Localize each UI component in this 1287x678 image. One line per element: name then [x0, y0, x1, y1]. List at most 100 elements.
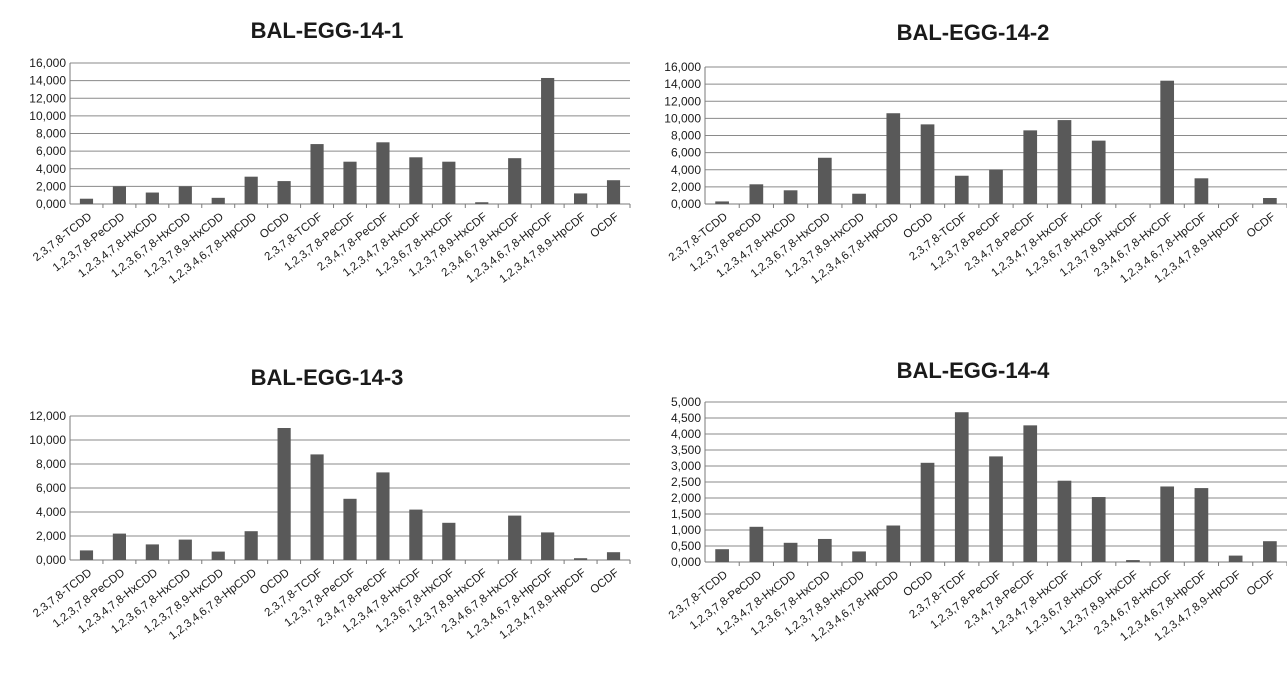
- bar: [1023, 130, 1038, 204]
- y-tick-label: 10,000: [664, 111, 701, 125]
- y-tick-label: 14,000: [29, 74, 66, 88]
- y-tick-label: 4,000: [36, 505, 66, 519]
- y-tick-label: 0,000: [671, 555, 701, 569]
- y-tick-label: 12,000: [29, 91, 66, 105]
- bar: [442, 522, 456, 560]
- bar: [1194, 488, 1209, 562]
- y-tick-label: 0,500: [671, 539, 701, 553]
- bar: [1263, 198, 1277, 204]
- bar: [574, 193, 588, 204]
- y-tick-label: 4,000: [671, 163, 701, 177]
- bar: [920, 462, 935, 562]
- chart-panel-1: BAL-EGG-14-1 0,000 2,000 4,000 6,000 8,000 10…: [29, 18, 631, 286]
- y-tick-label: 10,000: [29, 109, 66, 123]
- bar: [1091, 497, 1106, 562]
- chart-panel-4: BAL-EGG-14-4 0,000 0,500 1,000 1,500 2,000 2,…: [667, 358, 1287, 644]
- bar: [376, 472, 390, 560]
- bar: [112, 186, 126, 204]
- bar: [852, 551, 866, 562]
- bar: [211, 197, 225, 204]
- bar: [989, 456, 1003, 562]
- bar: [574, 558, 588, 560]
- bar: [178, 539, 192, 560]
- chart-title: BAL-EGG-14-3: [251, 365, 404, 390]
- y-tick-label: 0,000: [36, 197, 66, 211]
- y-tick-label: 12,000: [664, 94, 701, 108]
- y-tick-label: 12,000: [29, 409, 66, 423]
- y-tick-label: 4,000: [36, 162, 66, 176]
- bar: [1057, 480, 1072, 562]
- bar: [989, 169, 1003, 204]
- bar: [310, 144, 324, 204]
- bar: [1194, 178, 1209, 204]
- bar: [475, 202, 489, 204]
- y-tick-label: 10,000: [29, 433, 66, 447]
- y-tick-label: 8,000: [36, 127, 66, 141]
- x-category-label: OCDF: [1245, 569, 1278, 599]
- y-tick-label: 1,500: [671, 507, 701, 521]
- y-tick-label: 6,000: [671, 146, 701, 160]
- bar: [954, 175, 969, 204]
- bar: [376, 142, 390, 204]
- bar: [343, 498, 357, 560]
- bar: [606, 552, 621, 560]
- bar: [244, 176, 258, 204]
- bar: [783, 190, 798, 204]
- bar: [112, 533, 126, 560]
- bar: [244, 531, 258, 560]
- x-category-label: OCDF: [588, 211, 621, 241]
- bar: [508, 515, 522, 560]
- y-tick-label: 0,000: [671, 197, 701, 211]
- y-tick-label: 16,000: [29, 56, 66, 70]
- y-tick-label: 6,000: [36, 481, 66, 495]
- bar: [783, 542, 798, 562]
- bar: [920, 124, 935, 204]
- y-tick-label: 2,500: [671, 475, 701, 489]
- y-tick-label: 6,000: [36, 144, 66, 158]
- bar: [954, 412, 969, 562]
- bar: [817, 157, 832, 204]
- y-tick-label: 3,500: [671, 443, 701, 457]
- y-tick-label: 3,000: [671, 459, 701, 473]
- bar: [1160, 486, 1175, 562]
- y-tick-label: 14,000: [664, 77, 701, 91]
- bar: [715, 549, 729, 562]
- bar: [409, 157, 423, 204]
- y-tick-label: 0,000: [36, 553, 66, 567]
- bar: [1263, 541, 1277, 562]
- bar: [1023, 425, 1038, 562]
- bar: [79, 550, 94, 560]
- bar: [145, 192, 159, 204]
- x-category-label: OCDF: [588, 567, 621, 597]
- y-tick-label: 4,000: [671, 427, 701, 441]
- bar: [886, 113, 901, 204]
- y-tick-label: 2,000: [36, 179, 66, 193]
- bar: [145, 544, 159, 560]
- bar: [886, 525, 901, 562]
- y-tick-label: 1,000: [671, 523, 701, 537]
- y-tick-label: 4,500: [671, 411, 701, 425]
- bar: [409, 509, 423, 560]
- bar: [442, 161, 456, 204]
- bar: [211, 551, 225, 560]
- chart-title: BAL-EGG-14-2: [897, 20, 1050, 45]
- chart-panel-2: BAL-EGG-14-2 0,000 2,000 4,000 6,000 8,000 10…: [664, 20, 1287, 286]
- bar: [852, 193, 866, 204]
- bar: [1126, 560, 1140, 562]
- bar: [277, 428, 291, 560]
- y-tick-label: 8,000: [671, 129, 701, 143]
- bar: [715, 201, 729, 204]
- bar: [79, 198, 94, 204]
- x-category-label: OCDF: [1245, 211, 1278, 241]
- bar: [178, 186, 192, 204]
- bar: [541, 532, 555, 560]
- y-tick-label: 2,000: [671, 491, 701, 505]
- bar: [310, 454, 324, 560]
- y-tick-label: 2,000: [36, 529, 66, 543]
- bar: [508, 158, 522, 204]
- y-tick-label: 5,000: [671, 395, 701, 409]
- chart-panel-3: BAL-EGG-14-3 0,000 2,000 4,000 6,000 8,000 10…: [29, 365, 631, 642]
- bar: [1228, 555, 1243, 562]
- bar: [277, 181, 291, 204]
